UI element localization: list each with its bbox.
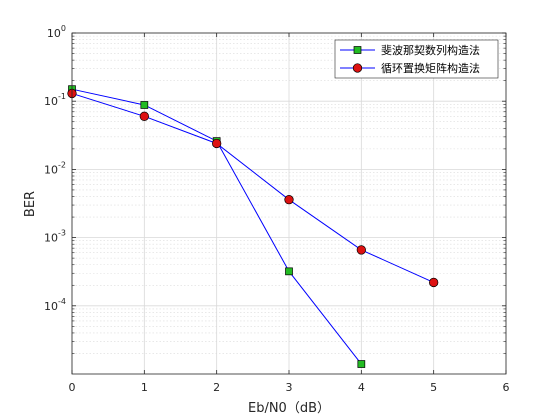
x-axis-label: Eb/N0（dB） bbox=[248, 401, 330, 416]
x-tick-label: 1 bbox=[141, 381, 148, 394]
series-1-point bbox=[357, 360, 366, 368]
legend-label-series-1: 斐波那契数列构造法 bbox=[381, 43, 480, 57]
y-tick-label: 10-3 bbox=[44, 229, 66, 245]
x-tick-label: 4 bbox=[358, 381, 365, 394]
legend: 斐波那契数列构造法 循环置换矩阵构造法 bbox=[334, 39, 499, 79]
ticks-layer bbox=[71, 32, 507, 374]
y-tick-label: 10-1 bbox=[44, 92, 66, 108]
x-tick-label: 6 bbox=[503, 381, 510, 394]
x-tick-label: 3 bbox=[286, 381, 293, 394]
series-2-point bbox=[212, 138, 222, 149]
x-tick-label: 0 bbox=[69, 381, 76, 394]
legend-marker-series-1 bbox=[353, 46, 362, 54]
x-tick-label: 2 bbox=[213, 381, 220, 394]
series-1-point bbox=[285, 267, 293, 276]
y-axis-label: BER bbox=[23, 191, 38, 217]
y-tick-label: 10-4 bbox=[44, 297, 66, 313]
x-tick-label: 5 bbox=[430, 381, 437, 394]
legend-label-series-2: 循环置换矩阵构造法 bbox=[381, 61, 480, 75]
y-tick-label: 100 bbox=[47, 24, 66, 40]
series-layer bbox=[67, 85, 439, 368]
legend-box bbox=[334, 39, 499, 79]
x-tick-labels: 0 1 2 3 4 5 6 bbox=[69, 381, 510, 394]
y-tick-label: 10-2 bbox=[44, 160, 66, 176]
series-2-point bbox=[429, 277, 439, 288]
y-tick-labels: 100 10-1 10-2 10-3 10-4 bbox=[44, 24, 66, 313]
legend-marker-series-2 bbox=[352, 63, 363, 73]
series-2-point bbox=[139, 111, 149, 121]
series-1-point bbox=[140, 101, 149, 109]
series-2-point bbox=[284, 195, 294, 205]
series-2-point bbox=[356, 245, 366, 255]
series-line-2 bbox=[71, 92, 434, 283]
